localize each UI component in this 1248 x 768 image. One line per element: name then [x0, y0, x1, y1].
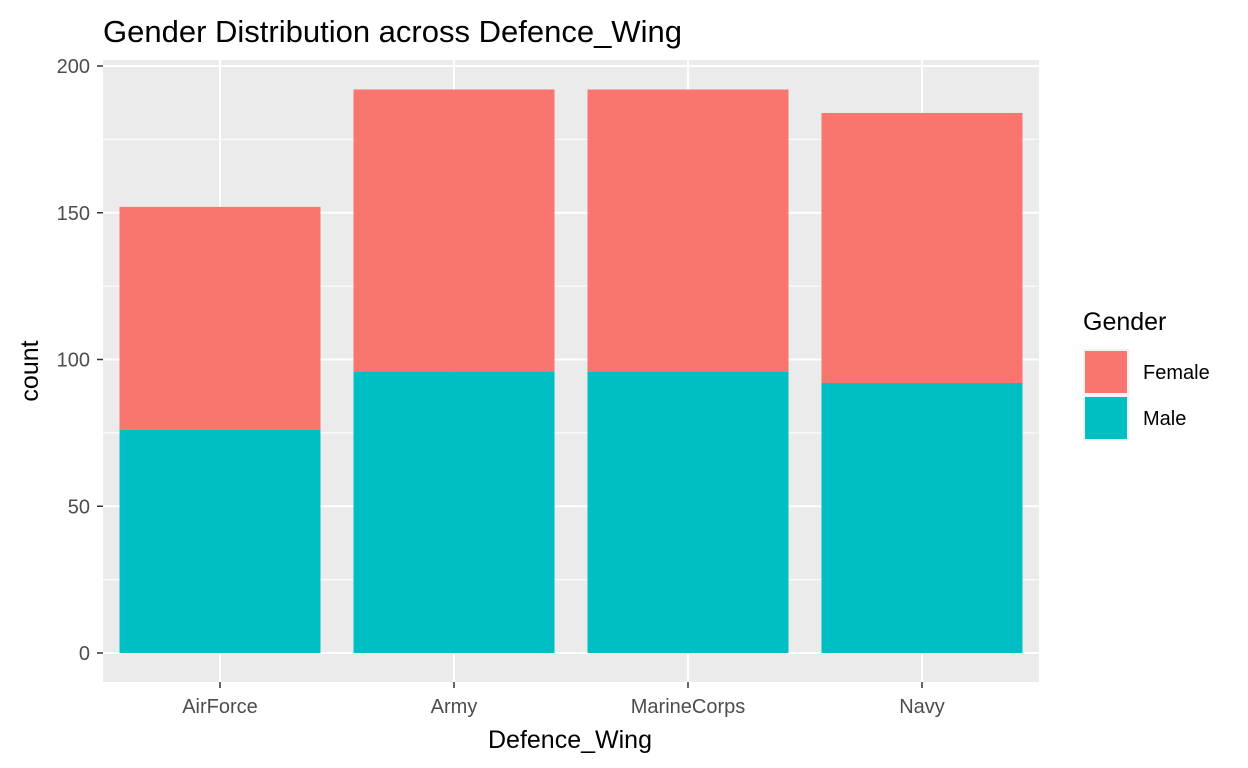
x-tick-label: Army — [431, 696, 478, 718]
y-tick-label: 50 — [68, 496, 90, 518]
legend-swatch-female — [1085, 351, 1127, 393]
legend-label-female: Female — [1143, 362, 1210, 384]
y-tick-label: 100 — [57, 350, 90, 372]
x-axis: AirForce Army MarineCorps Navy — [182, 682, 945, 718]
y-tick-label: 200 — [57, 56, 90, 78]
bar-male-navy — [821, 382, 1023, 653]
bar-male-marinecorps — [587, 371, 789, 653]
bars-layer — [119, 89, 1023, 653]
bar-male-airforce — [119, 429, 321, 653]
x-tick-label: MarineCorps — [631, 696, 745, 718]
bar-female-airforce — [119, 206, 321, 430]
x-tick-label: Navy — [899, 696, 945, 718]
legend: Gender Female Male — [1083, 308, 1210, 441]
legend-swatch-male — [1085, 397, 1127, 439]
y-axis: 0 50 100 150 200 — [57, 56, 103, 665]
y-tick-label: 0 — [79, 643, 90, 665]
y-axis-title: count — [16, 340, 44, 401]
legend-label-male: Male — [1143, 408, 1186, 430]
x-tick-label: AirForce — [182, 696, 258, 718]
bar-female-marinecorps — [587, 89, 789, 372]
chart-title: Gender Distribution across Defence_Wing — [103, 14, 682, 49]
legend-title: Gender — [1083, 308, 1166, 336]
bar-female-navy — [821, 112, 1023, 383]
y-tick-label: 150 — [57, 203, 90, 225]
bar-male-army — [353, 371, 555, 653]
x-axis-title: Defence_Wing — [488, 726, 652, 754]
bar-female-army — [353, 89, 555, 372]
